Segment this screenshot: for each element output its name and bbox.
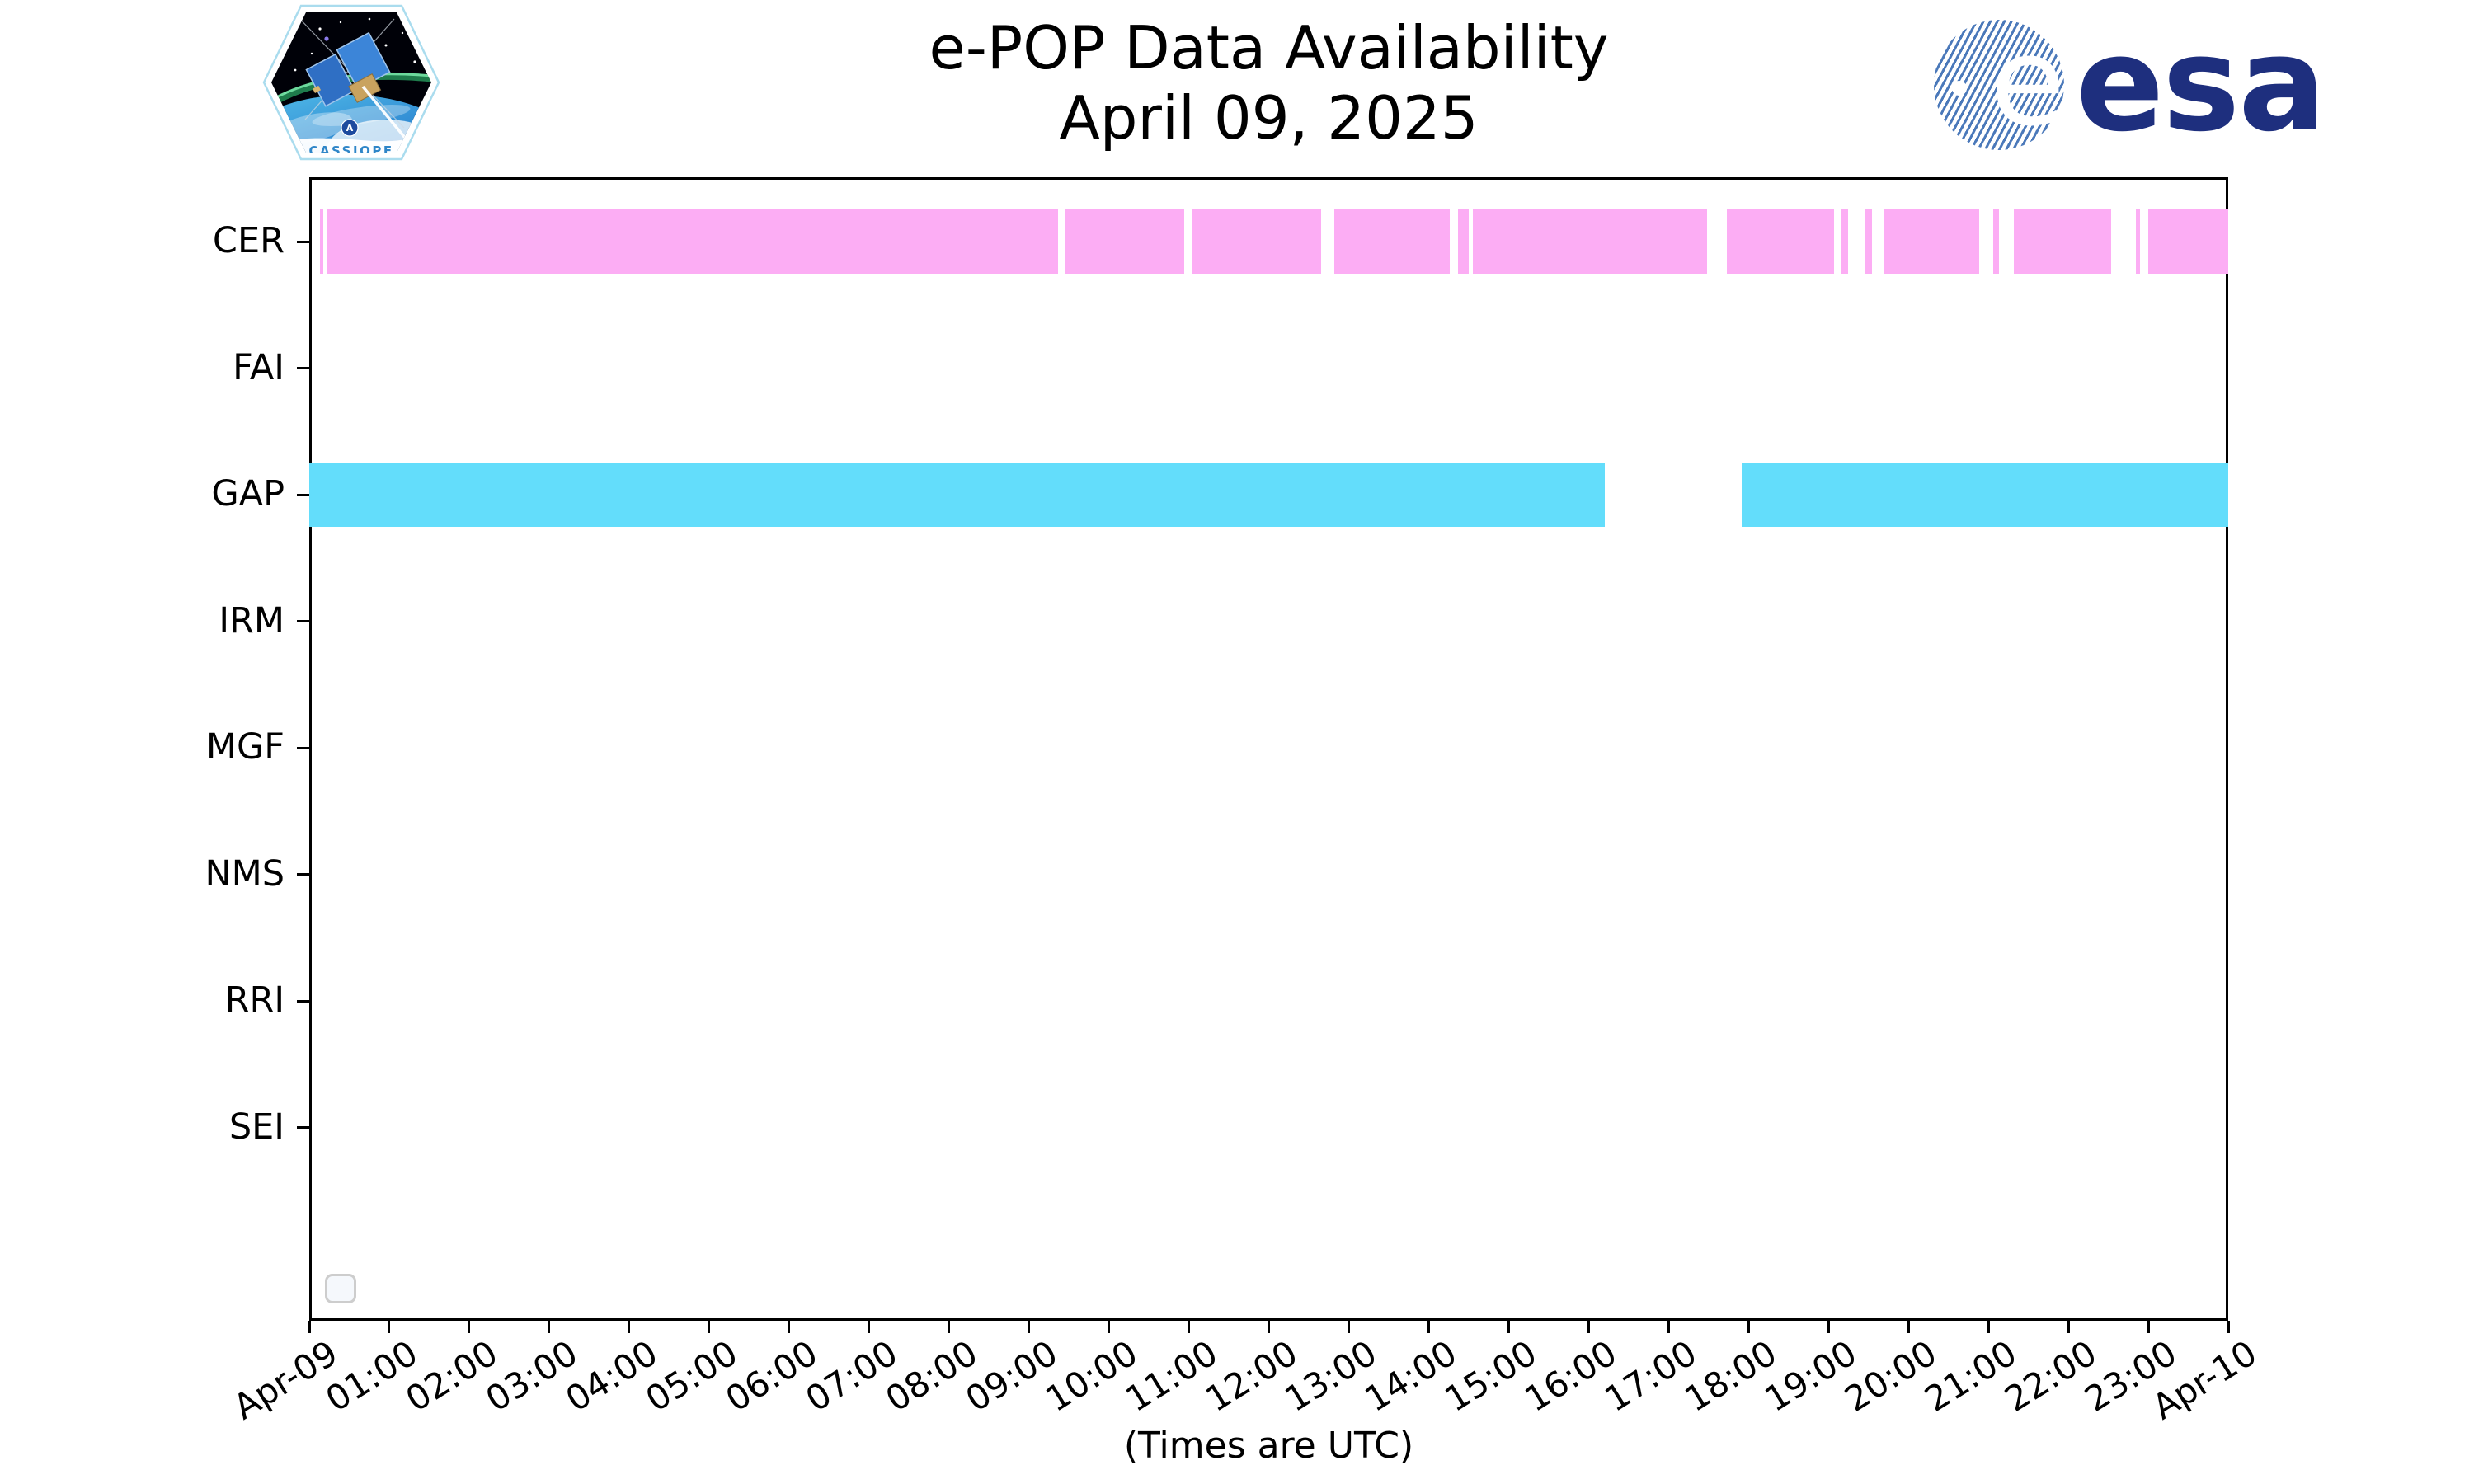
x-tick: [1108, 1321, 1111, 1333]
y-tick: [297, 1126, 309, 1129]
x-tick: [708, 1321, 711, 1333]
availability-bar-gap: [309, 463, 1605, 528]
availability-bar-cer: [2148, 209, 2228, 274]
availability-bar-cer: [1727, 209, 1834, 274]
x-tick: [1747, 1321, 1750, 1333]
availability-bar-cer: [1472, 209, 1707, 274]
esa-wordmark: esa: [2076, 9, 2326, 161]
x-tick: [2227, 1321, 2230, 1333]
availability-bar-cer: [1065, 209, 1184, 274]
row-label-rri: RRI: [224, 979, 285, 1021]
availability-bar-cer: [1334, 209, 1450, 274]
availability-bar-cer: [1992, 209, 1999, 274]
availability-bar-cer: [1884, 209, 1980, 274]
availability-bar-cer: [1192, 209, 1321, 274]
y-tick: [297, 367, 309, 370]
x-tick: [1507, 1321, 1510, 1333]
availability-bar-cer: [1841, 209, 1849, 274]
esa-globe-letter: e: [1990, 11, 2066, 153]
availability-bar-cer: [327, 209, 1058, 274]
x-tick: [2067, 1321, 2070, 1333]
row-label-cer: CER: [212, 220, 285, 261]
x-tick: [468, 1321, 471, 1333]
row-label-sei: SEI: [228, 1106, 285, 1148]
x-axis-note: (Times are UTC): [1123, 1425, 1414, 1467]
x-tick: [1587, 1321, 1590, 1333]
page-title-block: e-POP Data Availability April 09, 2025: [309, 13, 2228, 153]
x-tick: [868, 1321, 871, 1333]
x-tick: [1347, 1321, 1350, 1333]
legend-box: [325, 1274, 356, 1303]
x-tick: [788, 1321, 791, 1333]
y-tick: [297, 746, 309, 749]
x-tick: [1427, 1321, 1430, 1333]
plot-area: [309, 177, 2228, 1321]
row-label-irm: IRM: [219, 599, 285, 641]
y-tick: [297, 999, 309, 1003]
x-tick: [1827, 1321, 1830, 1333]
y-tick: [297, 620, 309, 623]
x-tick: [308, 1321, 311, 1333]
row-label-nms: NMS: [205, 852, 285, 895]
availability-bar-cer: [1458, 209, 1469, 274]
x-tick: [548, 1321, 551, 1333]
cassiope-logo: A CASSIOPE: [262, 4, 440, 161]
availability-bar-gap: [1742, 463, 2228, 528]
y-tick: [297, 873, 309, 876]
cassiope-patch-label: CASSIOPE: [308, 143, 393, 158]
x-tick: [2147, 1321, 2150, 1333]
x-tick: [1987, 1321, 1990, 1333]
x-tick: [628, 1321, 631, 1333]
availability-bar-cer: [1865, 209, 1872, 274]
esa-globe-dot: [1952, 81, 1967, 96]
x-tick: [948, 1321, 951, 1333]
page-title: e-POP Data Availability: [929, 13, 1609, 82]
svg-text:A: A: [346, 123, 354, 134]
row-label-gap: GAP: [211, 473, 285, 515]
page-subtitle-date: April 09, 2025: [1059, 82, 1479, 153]
availability-bar-cer: [319, 209, 324, 274]
x-tick: [1188, 1321, 1191, 1333]
x-tick: [1907, 1321, 1910, 1333]
x-tick: [388, 1321, 391, 1333]
x-tick: [1667, 1321, 1670, 1333]
y-tick: [297, 240, 309, 243]
availability-bar-cer: [2135, 209, 2141, 274]
row-label-mgf: MGF: [205, 726, 285, 768]
x-tick: [1268, 1321, 1270, 1333]
availability-bar-cer: [2014, 209, 2112, 274]
esa-globe-icon: e: [1934, 11, 2065, 153]
esa-logo: e esa: [1934, 9, 2326, 161]
y-tick: [297, 493, 309, 496]
x-tick: [1028, 1321, 1031, 1333]
row-label-fai: FAI: [233, 346, 285, 388]
